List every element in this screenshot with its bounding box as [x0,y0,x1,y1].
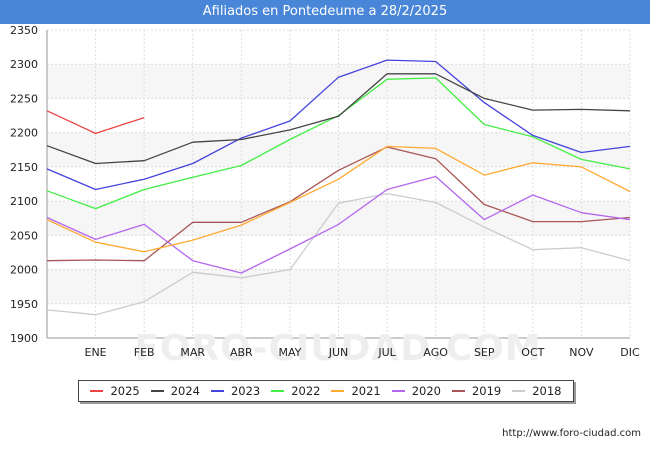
y-tick-label: 2200 [10,127,38,140]
series-line-2025 [46,110,145,135]
y-tick-label: 2150 [10,161,38,174]
y-tick-label: 1900 [10,332,38,345]
x-tick-label: ENE [85,346,107,359]
y-tick-label: 2350 [10,24,38,37]
x-tick-label: ABR [230,346,253,359]
series-line-2023 [46,59,631,191]
legend-item-2023: 2023 [210,384,261,398]
legend-label: 2022 [291,384,321,398]
legend-label: 2018 [532,384,562,398]
footer-url: http://www.foro-ciudad.com [502,428,641,439]
y-tick-label: 2250 [10,92,38,105]
y-tick-label: 2050 [10,229,38,242]
x-tick-label: FEB [134,346,155,359]
legend-item-2022: 2022 [271,384,321,398]
series-lines [46,59,631,316]
legend-swatch [391,390,405,392]
legend-swatch [90,390,104,392]
y-tick-label: 2100 [10,195,38,208]
x-tick-label: AGO [423,346,448,359]
plot-band [47,64,630,99]
series-line-2021 [46,145,631,253]
x-tick-label: MAY [278,346,301,359]
legend-label: 2024 [170,384,201,398]
gridlines [46,29,631,339]
legend-swatch [271,390,285,392]
x-tick-label: OCT [521,346,544,359]
legend-label: 2023 [230,384,261,398]
legend-item-2025: 2025 [90,384,140,398]
legend-item-2021: 2021 [331,384,381,398]
legend-label: 2020 [411,384,442,398]
y-axis-ticks: 1900 1950 2000 2050 2100 2150 2200 2250 2300 2350 [10,24,38,345]
legend: 2025 2024 2023 2022 2021 2020 2019 2018 [78,380,574,402]
legend-swatch [512,390,526,392]
legend-label: 2019 [471,384,502,398]
legend-swatch [451,390,465,392]
series-line-2020 [46,175,631,274]
legend-item-2024: 2024 [150,384,201,398]
x-tick-label: DIC [620,346,640,359]
x-tick-label: JUN [328,346,349,359]
series-line-2019 [46,146,631,262]
series-line-2018 [46,192,631,316]
legend-swatch [150,390,164,392]
y-tick-label: 1950 [10,298,38,311]
legend-label: 2021 [351,384,381,398]
legend-label: 2025 [110,384,140,398]
legend-item-2020: 2020 [391,384,442,398]
chart-title: Afiliados en Pontedeume a 28/2/2025 [0,0,650,24]
series-line-2024 [46,73,631,165]
x-tick-label: MAR [180,346,205,359]
x-tick-label: SEP [474,346,495,359]
watermark: FORO-CIUDAD.COM [134,328,541,369]
legend-item-2018: 2018 [512,384,562,398]
x-axis-ticks: ENE FEB MAR ABR MAY JUN JUL AGO SEP OCT NOV DIC [85,346,640,359]
y-tick-label: 2300 [10,58,38,71]
x-tick-label: JUL [377,346,396,359]
legend-item-2019: 2019 [451,384,502,398]
x-tick-label: NOV [569,346,594,359]
legend-swatch [210,390,224,392]
legend-swatch [331,390,345,392]
y-tick-label: 2000 [10,264,38,277]
